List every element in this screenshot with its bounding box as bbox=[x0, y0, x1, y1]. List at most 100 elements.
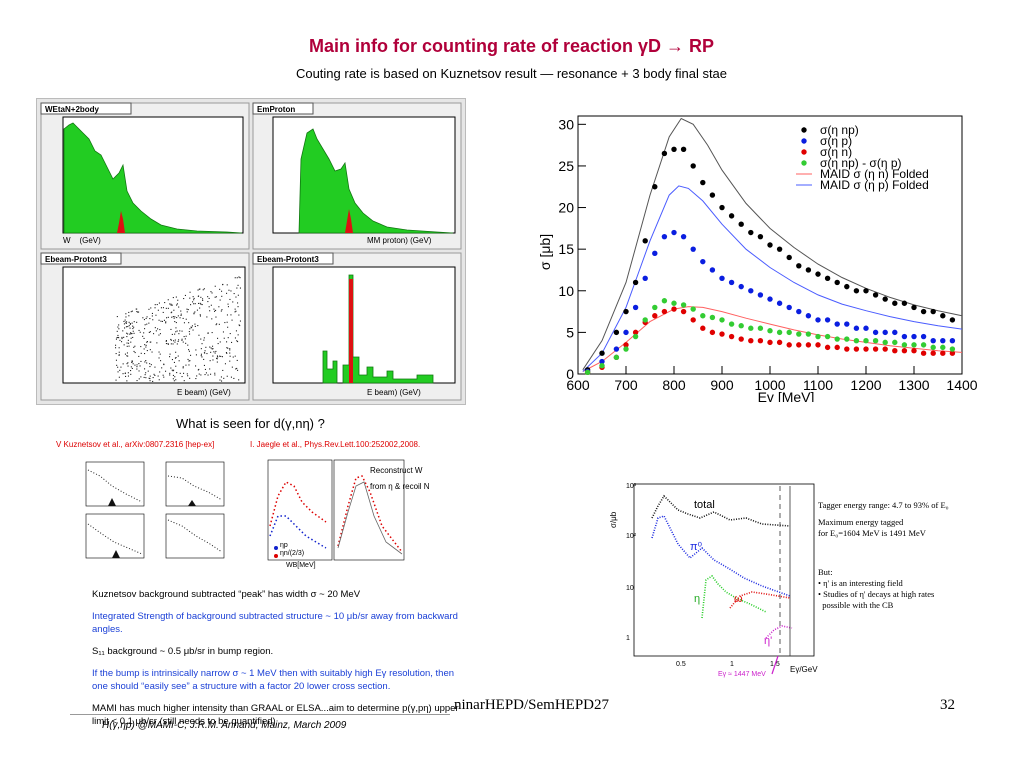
scatter-dot bbox=[151, 351, 153, 353]
chart-point-s1-22 bbox=[805, 313, 812, 319]
scatter-dot bbox=[149, 378, 151, 380]
legend-label-5: MAID σ (η p) Folded bbox=[820, 178, 929, 192]
scatter-dot bbox=[117, 326, 119, 328]
scatter-dot bbox=[195, 378, 197, 380]
scatter-dot bbox=[159, 371, 161, 373]
scatter-dot bbox=[158, 334, 160, 336]
scatter-dot bbox=[227, 326, 229, 328]
scatter-dot bbox=[154, 304, 156, 306]
scatter-dot bbox=[183, 380, 185, 382]
scatter-dot bbox=[131, 361, 133, 363]
scatter-dot bbox=[132, 363, 134, 365]
chart-point-s3-1 bbox=[599, 362, 605, 369]
scatter-dot bbox=[172, 378, 174, 380]
scatter-dot bbox=[237, 334, 239, 336]
scatter-dot bbox=[133, 346, 135, 348]
chart-point-s3-4 bbox=[632, 333, 639, 340]
scatter-dot bbox=[145, 346, 147, 348]
chart-point-s0-30 bbox=[882, 296, 888, 302]
chart-point-s1-26 bbox=[844, 321, 850, 327]
scatter-dot bbox=[217, 356, 219, 358]
chart-point-s0-9 bbox=[680, 146, 687, 152]
scatter-dot bbox=[214, 372, 216, 374]
scatter-dot bbox=[136, 364, 138, 366]
scatter-dot bbox=[148, 308, 150, 310]
scatter-dot bbox=[143, 332, 145, 334]
scatter-dot bbox=[224, 322, 226, 324]
scatter-dot bbox=[130, 373, 132, 375]
scatter-dot bbox=[227, 303, 229, 305]
histogram-4-xlabel: E beam) (GeV) bbox=[367, 388, 421, 397]
scatter-dot bbox=[188, 364, 190, 366]
scatter-dot bbox=[125, 326, 127, 328]
plot-legend-eta-p: ηp bbox=[280, 542, 288, 549]
scatter-dot bbox=[154, 374, 156, 376]
scatter-dot bbox=[222, 369, 224, 371]
scatter-dot bbox=[133, 321, 135, 323]
scatter-dot bbox=[170, 339, 172, 341]
scatter-dot bbox=[117, 371, 119, 373]
scatter-dot bbox=[185, 342, 187, 344]
scatter-dot bbox=[126, 352, 128, 354]
scatter-dot bbox=[148, 322, 150, 324]
chart-point-s1-6 bbox=[652, 250, 658, 257]
chart-point-s1-37 bbox=[949, 338, 956, 344]
scatter-dot bbox=[177, 315, 179, 317]
scatter-dot bbox=[150, 307, 152, 309]
scatter-dot bbox=[116, 330, 118, 332]
footer-left: H(γ,ηp) @MAMI-C, J.R.M. Annand, Mainz, M… bbox=[102, 720, 347, 731]
chart-point-s3-6 bbox=[652, 304, 658, 311]
chart-axis-ticks: 600 700 800 900 1000 1100 1200 1300 1400 0 5 10 15 20… bbox=[558, 116, 977, 393]
chart-curve-5 bbox=[582, 185, 963, 372]
chart-point-s0-4 bbox=[632, 279, 639, 286]
scatter-dot bbox=[127, 365, 129, 367]
scatter-dot bbox=[178, 360, 180, 362]
scatter-dot bbox=[117, 334, 119, 336]
chart-point-s2-32 bbox=[901, 347, 908, 354]
plot-note-reconstruct: Reconstruct W bbox=[370, 466, 423, 475]
scatter-dot bbox=[128, 342, 130, 344]
scatter-dot bbox=[178, 339, 180, 341]
chart-point-s1-1 bbox=[599, 358, 605, 365]
scatter-dot bbox=[192, 296, 194, 298]
scatter-dot bbox=[128, 325, 130, 327]
scatter-dot bbox=[203, 364, 205, 366]
scatter-dot bbox=[188, 349, 190, 351]
scatter-dot bbox=[122, 363, 124, 365]
tagger-info: Tagger energy range: 4.7 to 93% of E₀ Ma… bbox=[818, 500, 1008, 611]
scatter-dot bbox=[181, 376, 183, 378]
chart-xtick-1400: 1400 bbox=[946, 377, 977, 393]
chart-point-s2-37 bbox=[949, 350, 956, 356]
scatter-dot bbox=[196, 375, 198, 377]
scatter-dot bbox=[215, 324, 217, 326]
scatter-dot bbox=[197, 325, 199, 327]
scatter-dot bbox=[231, 341, 233, 343]
histogram-3-name: Ebeam-Protont3 bbox=[45, 255, 107, 264]
scatter-dot bbox=[116, 316, 118, 318]
chart-point-s0-12 bbox=[709, 192, 716, 198]
scatter-dot bbox=[129, 327, 131, 329]
scatter-dot bbox=[136, 311, 138, 313]
scatter-dot bbox=[175, 327, 177, 329]
scatter-dot bbox=[232, 356, 234, 358]
scatter-dot bbox=[119, 339, 121, 341]
scatter-dot bbox=[199, 314, 201, 316]
scatter-dot bbox=[200, 374, 202, 376]
scatter-dot bbox=[125, 321, 127, 323]
scatter-dot bbox=[219, 355, 221, 357]
scatter-dot bbox=[149, 363, 151, 365]
scatter-dot bbox=[235, 310, 237, 312]
scatter-dot bbox=[204, 374, 206, 376]
chart-point-s2-34 bbox=[920, 350, 927, 356]
scatter-dot bbox=[200, 296, 202, 298]
scatter-dot bbox=[212, 355, 214, 357]
histogram-canvas: WEtaN+2body W (GeV) EmProton MM proton) … bbox=[36, 98, 466, 405]
scatter-dot bbox=[125, 322, 127, 324]
scatter-dot bbox=[218, 306, 220, 308]
scatter-dot bbox=[210, 347, 212, 349]
chart-point-s3-13 bbox=[719, 317, 725, 323]
scatter-dot bbox=[125, 375, 127, 377]
scatter-dot bbox=[144, 324, 146, 326]
chart-point-s2-30 bbox=[882, 346, 888, 352]
scatter-dot bbox=[216, 358, 218, 360]
